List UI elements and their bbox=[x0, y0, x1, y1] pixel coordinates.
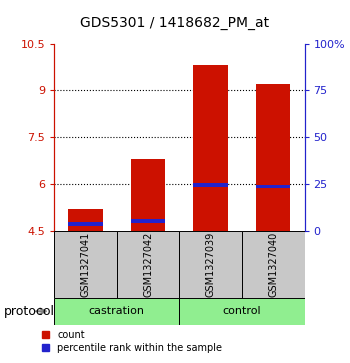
Text: GSM1327042: GSM1327042 bbox=[143, 231, 153, 297]
Bar bbox=[54, 298, 179, 325]
Text: GSM1327040: GSM1327040 bbox=[268, 232, 278, 297]
Bar bbox=[117, 231, 179, 298]
Text: GDS5301 / 1418682_PM_at: GDS5301 / 1418682_PM_at bbox=[80, 16, 270, 30]
Bar bbox=[131, 219, 165, 223]
Bar bbox=[131, 159, 165, 231]
Bar bbox=[179, 298, 304, 325]
Bar bbox=[194, 183, 228, 187]
Text: protocol: protocol bbox=[4, 305, 55, 318]
Bar bbox=[179, 231, 242, 298]
Bar bbox=[242, 231, 304, 298]
Bar bbox=[68, 209, 103, 231]
Bar bbox=[256, 185, 290, 188]
Bar bbox=[68, 222, 103, 226]
Text: castration: castration bbox=[89, 306, 145, 316]
Text: GSM1327041: GSM1327041 bbox=[80, 232, 91, 297]
Bar bbox=[194, 65, 228, 231]
Bar bbox=[54, 231, 117, 298]
Text: control: control bbox=[223, 306, 261, 316]
Text: GSM1327039: GSM1327039 bbox=[206, 232, 216, 297]
Legend: count, percentile rank within the sample: count, percentile rank within the sample bbox=[42, 330, 222, 353]
Bar bbox=[256, 84, 290, 231]
